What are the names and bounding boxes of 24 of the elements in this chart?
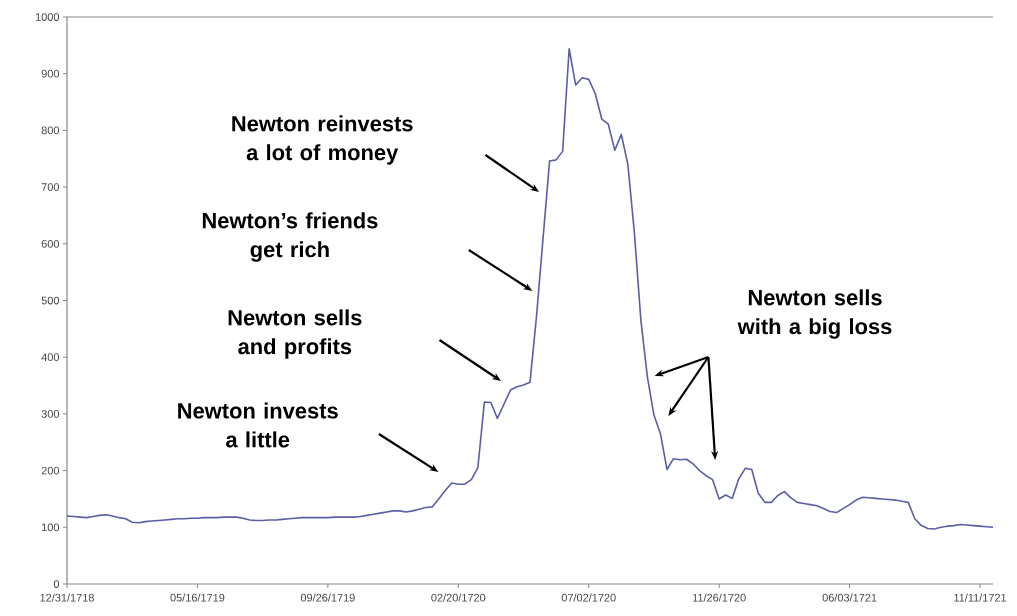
y-tick-label: 0 [53,580,60,588]
annotation: Newton reinvests a lot of money [232,115,413,165]
y-tick-label: 100 [42,523,60,532]
x-tick-label: 12/31/1718 [40,593,94,602]
annotation: Newton invests a little [178,402,338,448]
y-tick-label: 800 [41,126,60,135]
x-tick-label: 07/02/1720 [561,593,616,602]
y-tick-label: 600 [41,239,60,248]
y-tick-label: 900 [41,69,60,78]
y-tick-label: 1000 [35,13,60,21]
annotation: Newton sells with a big loss [737,289,892,339]
x-tick-label: 05/16/1719 [170,593,225,602]
x-tick-label: 11/26/1720 [692,593,746,602]
y-tick-label: 500 [41,296,60,305]
annotation: Newton sells and profits [228,309,362,359]
x-tick-label: 06/03/1721 [822,593,877,602]
annotation: Newton’s friends get rich [202,212,378,262]
y-tick-label: 200 [41,466,60,475]
y-tick-label: 300 [41,410,60,418]
x-tick-label: 11/11/1721 [954,593,1007,602]
y-tick-label: 400 [41,353,60,362]
y-tick-label: 700 [41,183,60,191]
x-tick-label: 09/26/1719 [300,593,355,602]
x-tick-label: 02/20/1720 [431,593,486,602]
